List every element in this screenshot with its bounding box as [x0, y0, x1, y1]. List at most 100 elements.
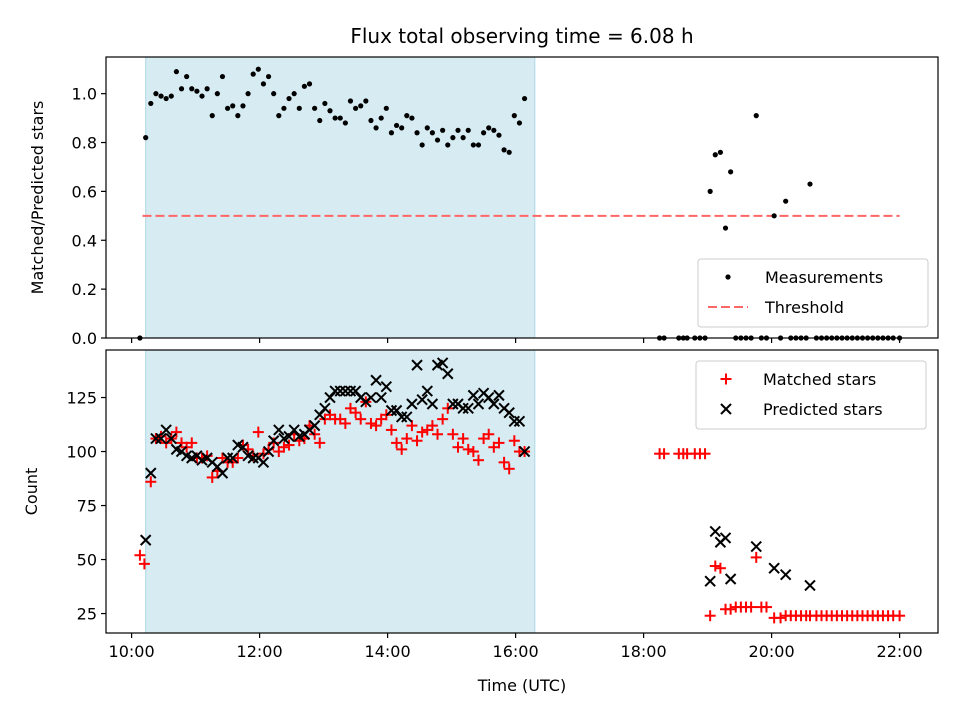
measurement-point — [219, 73, 226, 80]
matched-star-point — [503, 463, 515, 475]
ratio-y-tick-label: 1.0 — [72, 85, 97, 104]
predicted-star-point — [508, 415, 521, 427]
matched-star-point — [709, 560, 721, 572]
legend-predicted-glyph — [720, 403, 732, 415]
predicted-star-point — [503, 406, 515, 419]
matched-star-point — [725, 603, 737, 615]
predicted-star-point — [462, 402, 474, 415]
x-tick-label: 18:00 — [621, 642, 667, 661]
measurement-point — [368, 117, 374, 124]
measurement-point — [434, 137, 441, 143]
predicted-star-point — [365, 391, 377, 404]
predicted-star-point — [493, 389, 505, 402]
matched-star-point — [714, 562, 726, 574]
measurement-point — [347, 98, 354, 104]
matched-star-point — [232, 452, 244, 464]
measurement-point — [291, 91, 297, 97]
measurement-point — [204, 86, 210, 92]
measurement-point — [173, 69, 179, 75]
measurement-point — [199, 93, 205, 99]
measurement-point — [163, 95, 169, 102]
measurement-point — [722, 225, 729, 231]
matched-star-point — [498, 456, 510, 468]
predicted-star-point — [416, 393, 428, 406]
predicted-star-point — [401, 411, 413, 423]
measurement-point — [440, 127, 446, 133]
legend-measurements-label: Measurements — [765, 268, 883, 287]
matched-star-point — [472, 454, 484, 466]
predicted-star-point — [308, 419, 321, 432]
predicted-star-point — [467, 389, 480, 402]
measurement-point — [450, 135, 456, 141]
predicted-star-point — [150, 432, 162, 445]
ratio-y-tick-label: 0.2 — [72, 280, 97, 299]
predicted-star-point — [221, 452, 234, 464]
count-legend-box — [695, 360, 927, 430]
legend-predicted-marker — [720, 403, 732, 415]
measurement-point — [250, 71, 256, 77]
predicted-star-point — [704, 575, 716, 587]
predicted-star-point — [436, 357, 449, 369]
predicted-star-point — [329, 385, 341, 397]
measurement-point — [317, 117, 323, 124]
observing-window-shade — [145, 56, 536, 339]
matched-star-point — [355, 413, 367, 425]
matched-star-point — [462, 443, 474, 455]
measurement-point — [255, 66, 261, 72]
ratio-x-ticks — [131, 338, 901, 343]
matched-star-point — [206, 471, 218, 483]
count-y-axis: 25 50 75 100 125 — [66, 389, 106, 624]
ratio-legend: Measurements Threshold — [697, 258, 929, 328]
predicted-stars-points — [139, 357, 816, 592]
measurement-point — [286, 95, 292, 102]
predicted-star-point — [375, 391, 387, 404]
x-tick-label: 14:00 — [365, 642, 411, 661]
legend-matched-glyph — [720, 373, 732, 385]
predicted-star-point — [385, 404, 398, 417]
matched-star-point — [447, 428, 459, 440]
matched-star-point — [508, 435, 520, 447]
measurement-point — [373, 125, 379, 131]
matched-star-point — [699, 448, 711, 460]
measurement-point — [168, 93, 174, 99]
measurement-point — [296, 105, 302, 111]
matched-star-point — [186, 437, 198, 449]
measurement-point — [148, 100, 154, 107]
predicted-star-point — [247, 452, 259, 464]
matched-star-point — [350, 407, 362, 419]
measurement-point — [393, 122, 400, 129]
predicted-star-point — [421, 385, 433, 397]
measurement-point — [717, 149, 724, 155]
measurement-point — [470, 142, 476, 148]
predicted-star-point — [262, 445, 275, 458]
measurement-point — [424, 125, 430, 131]
matched-star-point — [411, 435, 423, 447]
measurement-point — [265, 73, 272, 80]
predicted-star-point — [395, 411, 408, 423]
predicted-star-point — [339, 385, 352, 397]
predicted-star-point — [334, 385, 346, 397]
measurement-point — [501, 147, 507, 153]
measurement-point — [230, 103, 236, 109]
measurement-point — [496, 132, 502, 138]
measurement-point — [240, 103, 246, 109]
chart-title: Flux total observing time = 6.08 h — [350, 24, 693, 48]
ratio-panel: 0.0 0.2 0.4 0.6 0.8 1.0 Flux total observing … — [28, 24, 939, 348]
predicted-star-point — [227, 452, 239, 464]
measurement-point — [486, 125, 492, 131]
predicted-star-point — [513, 415, 526, 427]
matched-star-point — [170, 426, 182, 438]
matched-star-point — [278, 441, 290, 453]
x-tick-label: 12:00 — [237, 642, 283, 661]
measurement-point — [143, 135, 149, 141]
measurement-point — [506, 149, 512, 155]
ratio-y-tick-label: 0.0 — [72, 329, 97, 348]
measurement-point — [783, 198, 789, 204]
measurement-point — [475, 142, 482, 148]
legend-matched-label: Matched stars — [763, 370, 876, 389]
measurement-point — [414, 130, 420, 136]
measurement-point — [178, 86, 185, 92]
measurement-point — [337, 115, 343, 121]
count-legend: Matched stars Predicted stars — [695, 360, 927, 430]
matched-star-point — [483, 428, 495, 440]
